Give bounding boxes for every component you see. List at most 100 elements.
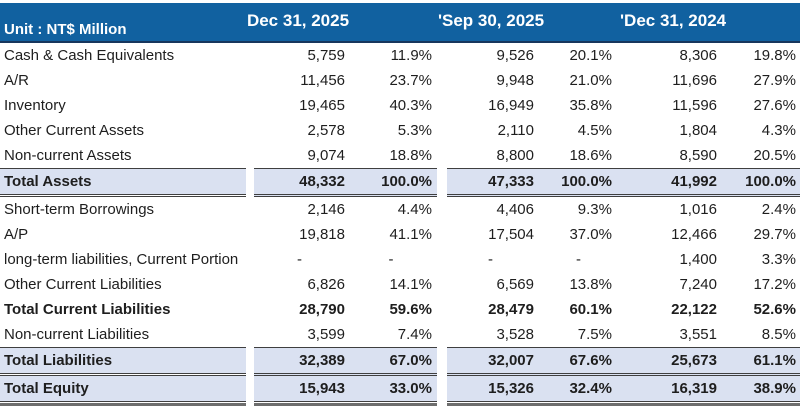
value-sep-2025: - <box>488 251 493 268</box>
percent-dec-2025: - <box>388 251 394 268</box>
percent-dec-2025: 23.7% <box>389 72 432 89</box>
value-dec-2024: 1,400 <box>679 251 717 268</box>
value-sep-2025: 3,528 <box>496 326 534 343</box>
row-label: Total Liabilities <box>0 347 246 376</box>
percent-dec-2025: 7.4% <box>397 326 432 343</box>
row-total-assets: Total Assets 48,332 100.0% 47,333 100.0%… <box>0 168 800 197</box>
value-sep-2025: 9,948 <box>496 72 534 89</box>
value-sep-2025: 2,110 <box>497 122 534 139</box>
column-gap <box>437 402 447 406</box>
row-label: A/R <box>4 72 30 89</box>
row-label: Total Equity <box>0 374 246 402</box>
value-dec-2024: 8,306 <box>679 47 717 64</box>
thick-border-segment <box>447 402 800 406</box>
percent-sep-2025: 7.5% <box>577 326 612 343</box>
percent-sep-2025: 20.1% <box>569 47 612 64</box>
row-label: Non-current Liabilities <box>4 326 150 343</box>
row-label: Cash & Cash Equivalents <box>4 47 175 64</box>
column-gap <box>246 222 254 247</box>
value-dec-2025: - <box>297 251 302 268</box>
value-dec-2025: 3,599 <box>307 326 345 343</box>
column-gap <box>437 196 447 223</box>
value-dec-2024: 11,696 <box>672 72 717 89</box>
value-dec-2024: 8,590 <box>679 147 717 164</box>
value-dec-2024: 22,122 <box>671 301 717 318</box>
value-dec-2025: 48,332 <box>254 168 350 197</box>
value-dec-2025: 9,074 <box>307 147 345 164</box>
percent-dec-2024: 3.3% <box>761 251 796 268</box>
row-label: Other Current Liabilities <box>4 276 162 293</box>
percent-dec-2024: 8.5% <box>761 326 796 343</box>
row-accounts-receivable: A/R 11,456 23.7% 9,948 21.0% 11,696 27.9… <box>0 68 800 93</box>
value-dec-2025: 19,818 <box>299 226 345 243</box>
column-gap <box>246 143 254 169</box>
percent-dec-2024: 17.2% <box>753 276 796 293</box>
value-sep-2025: 28,479 <box>488 301 534 318</box>
row-accounts-payable: A/P 19,818 41.1% 17,504 37.0% 12,466 29.… <box>0 222 800 247</box>
value-dec-2025: 2,578 <box>307 122 345 139</box>
column-gap <box>246 42 254 68</box>
row-label: Other Current Assets <box>4 122 145 139</box>
value-dec-2024: 3,551 <box>679 326 717 343</box>
percent-dec-2024: 100.0% <box>722 168 800 197</box>
percent-dec-2024: 20.5% <box>753 147 796 164</box>
column-header-dec-31-2025: Dec 31, 2025 <box>246 3 350 43</box>
column-header-spacer <box>350 3 437 43</box>
percent-dec-2025: 41.1% <box>389 226 432 243</box>
percent-dec-2025: 33.0% <box>350 374 437 402</box>
percent-sep-2025: 32.4% <box>545 374 620 402</box>
column-header-dec-31-2024: 'Dec 31, 2024 <box>620 3 726 43</box>
percent-dec-2025: 4.4% <box>397 201 432 218</box>
balance-sheet-table: Unit : NT$ Million Dec 31, 2025 'Sep 30,… <box>0 3 800 406</box>
column-gap <box>437 68 447 93</box>
value-sep-2025: 47,333 <box>447 168 545 197</box>
percent-dec-2025: 40.3% <box>389 97 432 114</box>
percent-dec-2024: 61.1% <box>722 347 800 376</box>
row-inventory: Inventory 19,465 40.3% 16,949 35.8% 11,5… <box>0 93 800 118</box>
value-sep-2025: 32,007 <box>447 347 545 376</box>
column-header-spacer <box>545 3 620 43</box>
row-total-liabilities: Total Liabilities 32,389 67.0% 32,007 67… <box>0 347 800 376</box>
value-dec-2024: 7,240 <box>679 276 717 293</box>
thick-border-segment <box>0 402 246 406</box>
column-gap <box>437 272 447 297</box>
row-label: Short-term Borrowings <box>4 201 155 218</box>
percent-sep-2025: 21.0% <box>569 72 612 89</box>
row-total-equity: Total Equity 15,943 33.0% 15,326 32.4% 1… <box>0 374 800 402</box>
column-gap <box>246 247 254 272</box>
value-dec-2025: 19,465 <box>299 97 345 114</box>
column-gap <box>437 347 447 375</box>
value-dec-2025: 5,759 <box>307 47 345 64</box>
column-gap <box>246 68 254 93</box>
percent-sep-2025: 60.1% <box>569 301 612 318</box>
percent-dec-2025: 14.1% <box>389 276 432 293</box>
percent-dec-2024: 27.6% <box>753 97 796 114</box>
table-bottom-border <box>0 402 800 406</box>
percent-dec-2024: 19.8% <box>753 47 796 64</box>
unit-label: Unit : NT$ Million <box>0 3 246 43</box>
value-dec-2024: 16,319 <box>620 374 722 402</box>
percent-dec-2024: 29.7% <box>753 226 796 243</box>
value-dec-2025: 32,389 <box>254 347 350 376</box>
percent-sep-2025: 18.6% <box>569 147 612 164</box>
column-gap <box>437 42 447 68</box>
row-cash-and-equivalents: Cash & Cash Equivalents 5,759 11.9% 9,52… <box>0 42 800 68</box>
row-other-current-liabilities: Other Current Liabilities 6,826 14.1% 6,… <box>0 272 800 297</box>
thick-border-segment <box>254 402 437 406</box>
value-dec-2024: 1,804 <box>679 122 717 139</box>
value-dec-2024: 41,992 <box>620 168 722 197</box>
column-gap <box>437 168 447 196</box>
column-gap <box>246 118 254 143</box>
value-sep-2025: 8,800 <box>496 147 534 164</box>
value-dec-2024: 12,466 <box>671 226 717 243</box>
value-dec-2025: 2,146 <box>307 201 345 218</box>
percent-sep-2025: 67.6% <box>545 347 620 376</box>
row-label: Non-current Assets <box>4 147 132 164</box>
column-gap <box>437 297 447 322</box>
percent-dec-2024: 4.3% <box>761 122 796 139</box>
value-sep-2025: 4,406 <box>496 201 534 218</box>
value-dec-2024: 25,673 <box>620 347 722 376</box>
value-sep-2025: 16,949 <box>488 97 534 114</box>
percent-sep-2025: 9.3% <box>577 201 612 218</box>
